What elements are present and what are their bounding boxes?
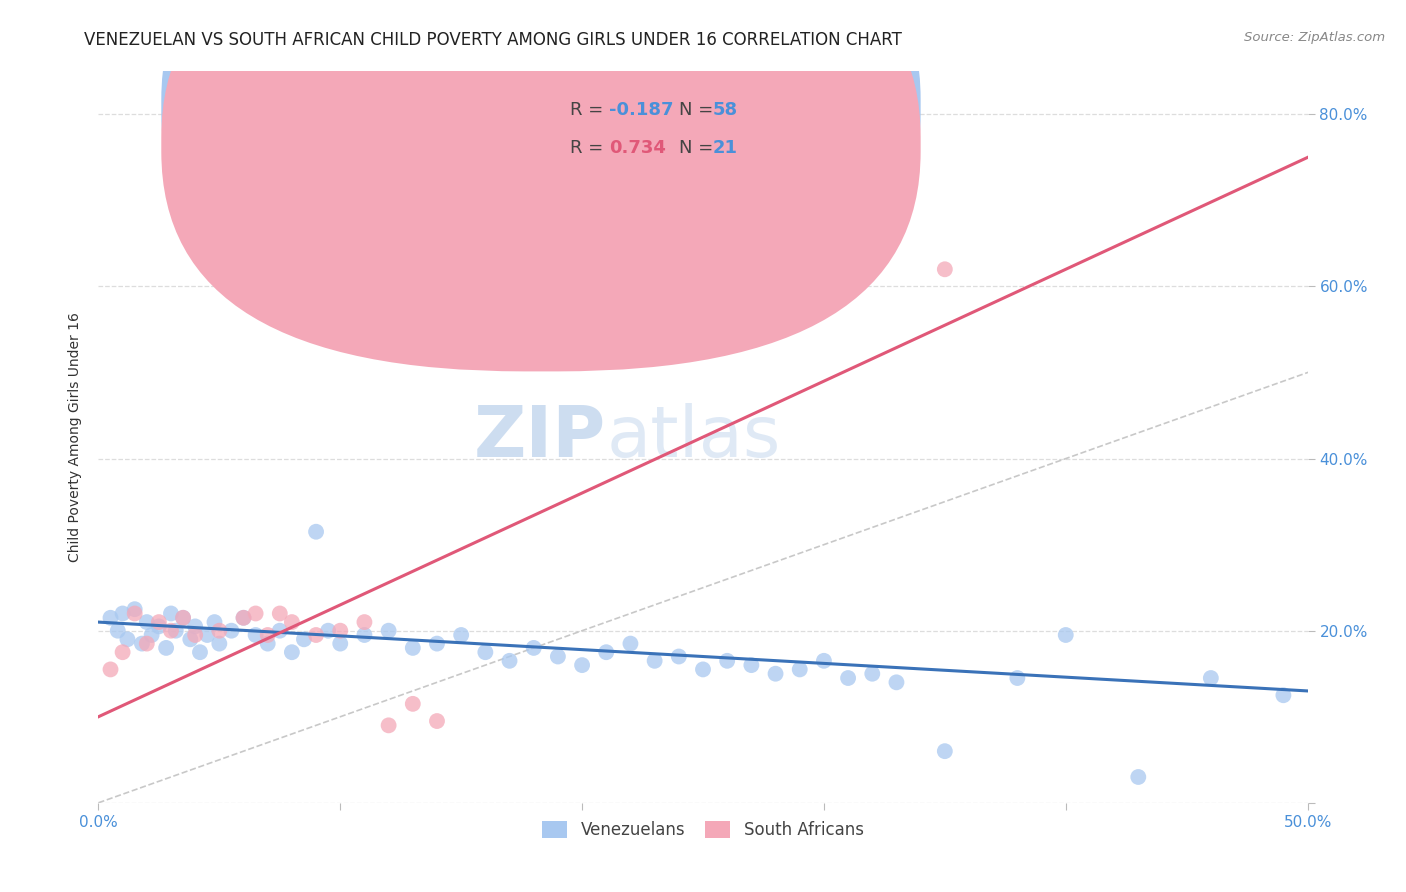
Point	[1054, 628, 1077, 642]
Point	[377, 624, 399, 638]
Point	[377, 718, 399, 732]
Point	[135, 637, 157, 651]
Point	[305, 524, 328, 539]
Point	[208, 624, 231, 638]
Text: -0.187: -0.187	[609, 101, 673, 119]
Point	[305, 628, 328, 642]
Point	[716, 654, 738, 668]
Point	[547, 649, 569, 664]
Point	[184, 628, 207, 642]
Text: Source: ZipAtlas.com: Source: ZipAtlas.com	[1244, 31, 1385, 45]
Point	[160, 624, 183, 638]
Point	[160, 607, 183, 621]
Point	[107, 624, 129, 638]
Point	[619, 637, 641, 651]
Text: N =: N =	[679, 101, 718, 119]
Point	[245, 628, 267, 642]
Point	[111, 607, 134, 621]
Point	[179, 632, 201, 647]
Point	[860, 666, 883, 681]
Point	[148, 619, 170, 633]
Point	[269, 607, 291, 621]
Point	[498, 654, 520, 668]
Point	[204, 615, 226, 629]
Text: ZIP: ZIP	[474, 402, 606, 472]
Text: atlas: atlas	[606, 402, 780, 472]
Point	[353, 628, 375, 642]
Text: R =: R =	[569, 101, 609, 119]
Point	[256, 628, 278, 642]
Point	[426, 714, 449, 728]
Point	[188, 645, 211, 659]
Point	[141, 628, 163, 642]
Point	[148, 615, 170, 629]
Point	[117, 632, 139, 647]
Point	[595, 645, 617, 659]
Point	[245, 607, 267, 621]
FancyBboxPatch shape	[162, 0, 921, 334]
Point	[135, 615, 157, 629]
Text: R =: R =	[569, 138, 609, 157]
Text: 21: 21	[713, 138, 738, 157]
Point	[668, 649, 690, 664]
Point	[474, 645, 496, 659]
Point	[1128, 770, 1150, 784]
Point	[111, 645, 134, 659]
Point	[692, 662, 714, 676]
Point	[644, 654, 666, 668]
Point	[837, 671, 859, 685]
Point	[353, 615, 375, 629]
Point	[155, 640, 177, 655]
Point	[256, 637, 278, 651]
Point	[281, 645, 304, 659]
Point	[789, 662, 811, 676]
Point	[523, 640, 546, 655]
Point	[124, 607, 146, 621]
Point	[184, 619, 207, 633]
Point	[329, 637, 352, 651]
Point	[934, 262, 956, 277]
Point	[165, 624, 187, 638]
Point	[813, 654, 835, 668]
Point	[292, 632, 315, 647]
Text: 58: 58	[713, 101, 738, 119]
Point	[886, 675, 908, 690]
Point	[740, 658, 762, 673]
Point	[571, 658, 593, 673]
FancyBboxPatch shape	[162, 0, 921, 371]
Point	[1272, 688, 1295, 702]
Point	[195, 628, 218, 642]
Point	[1199, 671, 1222, 685]
Point	[934, 744, 956, 758]
Point	[131, 637, 153, 651]
Text: 0.734: 0.734	[609, 138, 665, 157]
Point	[232, 611, 254, 625]
Point	[402, 697, 425, 711]
Point	[100, 611, 122, 625]
Point	[426, 637, 449, 651]
Point	[232, 611, 254, 625]
Point	[100, 662, 122, 676]
Point	[281, 615, 304, 629]
Text: N =: N =	[679, 138, 718, 157]
Point	[1007, 671, 1029, 685]
Point	[402, 640, 425, 655]
Y-axis label: Child Poverty Among Girls Under 16: Child Poverty Among Girls Under 16	[69, 312, 83, 562]
Legend: Venezuelans, South Africans: Venezuelans, South Africans	[536, 814, 870, 846]
Text: VENEZUELAN VS SOUTH AFRICAN CHILD POVERTY AMONG GIRLS UNDER 16 CORRELATION CHART: VENEZUELAN VS SOUTH AFRICAN CHILD POVERT…	[84, 31, 903, 49]
Point	[172, 611, 194, 625]
Point	[316, 624, 339, 638]
Point	[172, 611, 194, 625]
Point	[765, 666, 787, 681]
FancyBboxPatch shape	[498, 78, 837, 174]
Point	[269, 624, 291, 638]
Point	[208, 637, 231, 651]
Point	[124, 602, 146, 616]
Point	[450, 628, 472, 642]
Point	[329, 624, 352, 638]
Point	[221, 624, 243, 638]
